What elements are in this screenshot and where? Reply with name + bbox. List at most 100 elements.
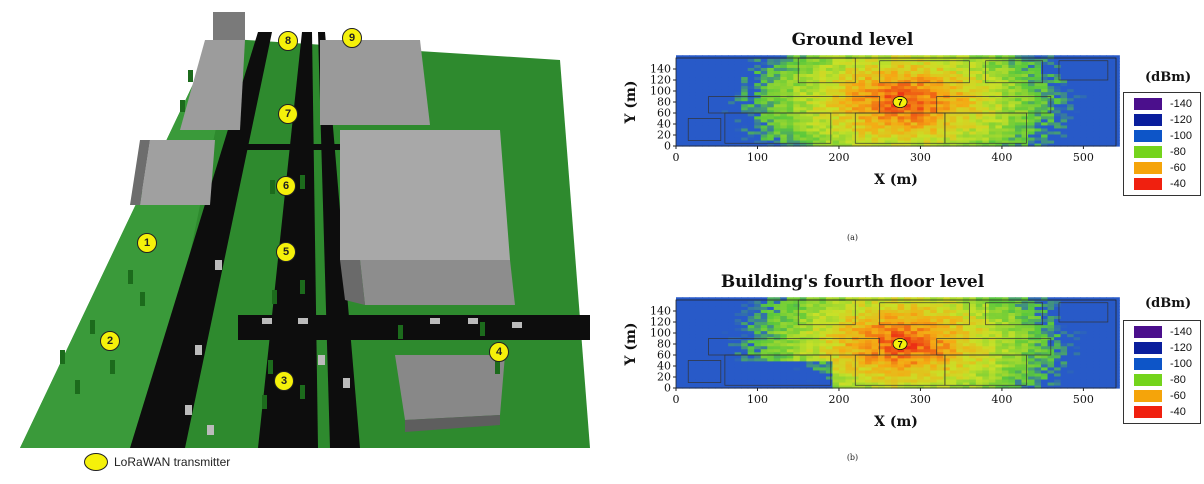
heatmap-cell: [708, 70, 716, 74]
heatmap-cell: [1060, 130, 1068, 135]
heatmap-cell: [715, 381, 723, 386]
heatmap-cell: [930, 369, 938, 374]
vehicles: [185, 260, 522, 435]
heatmap-cell: [767, 79, 775, 84]
heatmap-cell: [741, 357, 749, 362]
heatmap-cell: [1008, 70, 1016, 74]
heatmap-cell: [969, 106, 977, 111]
heatmap-cell: [1047, 64, 1055, 68]
heatmap-cell: [949, 76, 957, 81]
heatmap-cell: [1041, 139, 1049, 144]
trees: [60, 70, 500, 409]
heatmap-cell: [708, 348, 716, 353]
heatmap-panel-b: Building's fourth floor level 0 100 200 300…: [600, 240, 1204, 479]
heatmap-cell: [1106, 55, 1114, 59]
heatmap-cell: [1008, 76, 1016, 81]
heatmap-cell: [878, 339, 886, 344]
heatmap-cell: [884, 336, 892, 341]
heatmap-cell: [852, 142, 860, 147]
heatmap-cell: [897, 136, 905, 141]
heatmap-cell: [773, 88, 781, 93]
heatmap-cell: [832, 351, 840, 356]
heatmap-cell: [806, 363, 814, 368]
heatmap-cell: [917, 300, 925, 304]
heatmap-cell: [832, 127, 840, 132]
heatmap-cell: [884, 73, 892, 78]
heatmap-cell: [936, 91, 944, 96]
heatmap-cell: [754, 300, 762, 304]
heatmap-cell: [734, 378, 742, 383]
heatmap-cell: [852, 55, 860, 59]
heatmap-cell: [806, 297, 814, 301]
heatmap-cell: [988, 136, 997, 141]
heatmap-cell: [1034, 369, 1042, 374]
heatmap-cell: [832, 333, 840, 338]
heatmap-cell: [715, 121, 723, 126]
heatmap-cell: [819, 369, 827, 374]
heatmap-cell: [1060, 321, 1068, 326]
heatmap-cell: [923, 315, 931, 320]
heatmap-cell: [1060, 121, 1068, 126]
heatmap-cell: [1060, 124, 1068, 129]
heatmap-cell: [838, 348, 847, 353]
heatmap-cell: [1073, 139, 1081, 144]
heatmap-cell: [689, 315, 697, 320]
heatmap-cell: [676, 324, 684, 329]
heatmap-cell: [936, 100, 944, 105]
heatmap-cell: [975, 354, 983, 359]
heatmap-cell: [995, 85, 1003, 90]
heatmap-cell: [910, 70, 918, 74]
heatmap-cell: [838, 300, 847, 304]
heatmap-cell: [819, 309, 827, 313]
heatmap-cell: [1047, 324, 1055, 329]
heatmap-cell: [943, 345, 951, 350]
heatmap-cell: [1034, 55, 1042, 59]
heatmap-cell: [708, 67, 716, 71]
heatmap-cell: [832, 88, 840, 93]
heatmap-cell: [897, 142, 905, 147]
heatmap-cell: [1001, 372, 1010, 377]
heatmap-cell: [1086, 375, 1094, 380]
heatmap-cell: [975, 339, 983, 344]
heatmap-cell: [708, 109, 716, 114]
heatmap-cell: [1047, 363, 1055, 368]
heatmap-cell: [936, 363, 944, 368]
heatmap-cell: [741, 312, 749, 316]
heatmap-cell: [793, 300, 801, 304]
heatmap-cell: [962, 297, 970, 301]
road-cross: [238, 315, 590, 340]
heatmap-cell: [838, 303, 847, 307]
heatmap-cell: [975, 76, 983, 81]
heatmap-cell: [962, 61, 970, 65]
heatmap-cell: [871, 106, 879, 111]
heatmap-cell: [917, 297, 925, 301]
x-tick-label: 500: [1073, 393, 1094, 406]
heatmap-cell: [806, 55, 814, 59]
heatmap-cell: [806, 124, 814, 129]
heatmap-cell: [1106, 106, 1114, 111]
heatmap-cell: [773, 100, 781, 105]
heatmap-cell: [721, 315, 729, 320]
heatmap-cell: [689, 88, 697, 93]
y-tick-label: 120: [650, 316, 671, 329]
heatmap-cell: [969, 70, 977, 74]
heatmap-cell: [917, 106, 925, 111]
heatmap-cell: [1008, 88, 1016, 93]
heatmap-cell: [845, 327, 853, 332]
heatmap-cell: [1008, 384, 1016, 389]
heatmap-cell: [1034, 73, 1042, 78]
heatmap-cell: [695, 339, 703, 344]
heatmap-cell: [923, 79, 931, 84]
heatmap-cell: [689, 64, 697, 68]
heatmap-cell: [721, 85, 729, 90]
heatmap-cell: [728, 375, 736, 380]
heatmap-cell: [812, 79, 821, 84]
heatmap-cell: [884, 88, 892, 93]
heatmap-cell: [682, 133, 690, 138]
heatmap-cell: [682, 384, 690, 389]
heatmap-cell: [767, 127, 775, 132]
heatmap-cell: [904, 139, 912, 144]
heatmap-cell: [930, 97, 938, 102]
heatmap-cell: [1060, 372, 1068, 377]
heatmap-cell: [956, 372, 964, 377]
